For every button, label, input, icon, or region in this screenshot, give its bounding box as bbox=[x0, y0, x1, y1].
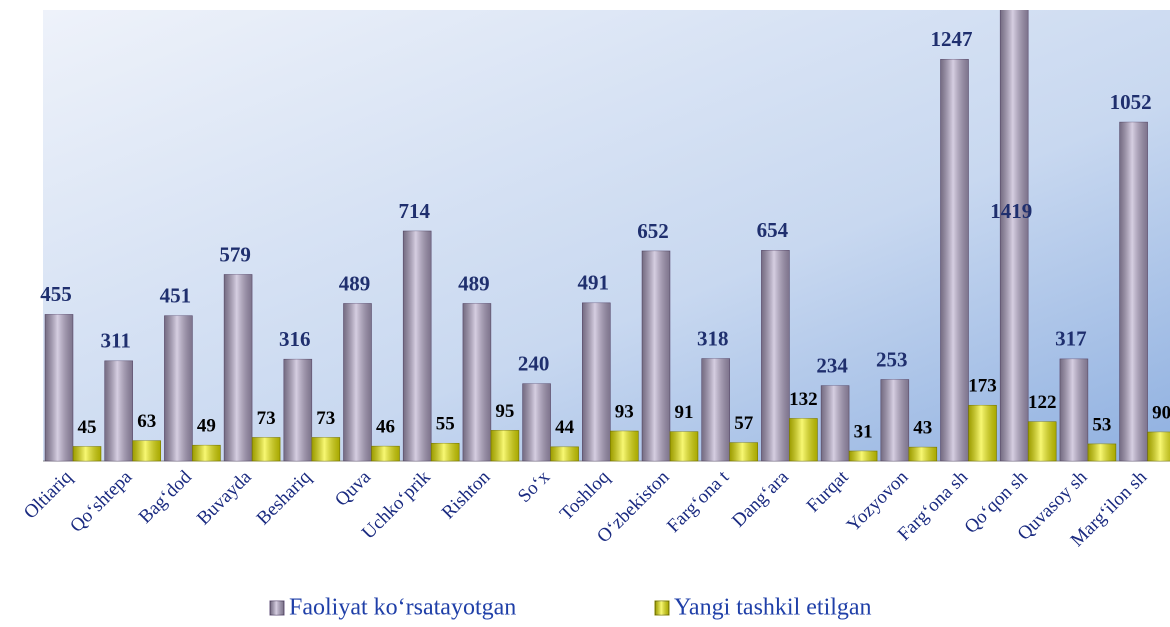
bar-shade bbox=[1059, 358, 1088, 461]
bar-shade bbox=[880, 379, 909, 461]
data-label: 1247 bbox=[931, 27, 973, 51]
bar-shade bbox=[224, 274, 253, 461]
data-label: 1419 bbox=[990, 199, 1032, 223]
bar-shade bbox=[283, 359, 312, 461]
data-label: 91 bbox=[675, 402, 694, 423]
bar-shade bbox=[522, 383, 551, 461]
data-label: 49 bbox=[197, 416, 216, 437]
data-label: 73 bbox=[257, 408, 276, 429]
data-label: 654 bbox=[757, 218, 789, 242]
x-tick-label: Buvayda bbox=[193, 466, 256, 529]
x-tick-label: Toshloq bbox=[556, 466, 614, 524]
data-label: 55 bbox=[436, 414, 455, 435]
data-label: 455 bbox=[40, 282, 72, 306]
bar-shade bbox=[1119, 122, 1148, 461]
bar-shade bbox=[403, 230, 432, 461]
x-tick-label: Rishton bbox=[438, 466, 495, 523]
data-label: 240 bbox=[518, 351, 550, 375]
legend-label: Yangi tashkil etilgan bbox=[674, 595, 872, 621]
x-tick-label: Beshariq bbox=[253, 466, 316, 529]
bar-shade bbox=[73, 446, 101, 461]
bar-shade bbox=[908, 447, 937, 461]
bar-shade bbox=[670, 431, 698, 461]
legend-swatch-shade bbox=[655, 601, 669, 615]
data-label: 234 bbox=[816, 353, 848, 377]
data-label: 53 bbox=[1092, 414, 1111, 435]
bar-shade bbox=[821, 385, 850, 461]
data-label: 44 bbox=[555, 417, 575, 438]
x-tick-label: Dang‘ara bbox=[728, 466, 793, 531]
data-label: 132 bbox=[789, 389, 818, 410]
data-label: 95 bbox=[495, 401, 514, 422]
x-tick-label: Farg‘ona t bbox=[663, 466, 734, 537]
data-label: 253 bbox=[876, 347, 908, 371]
bar-shade bbox=[431, 443, 460, 461]
bar-shade bbox=[311, 437, 340, 461]
data-label: 491 bbox=[578, 271, 610, 295]
bar-shade bbox=[940, 59, 969, 462]
data-label: 714 bbox=[398, 199, 430, 223]
bar-shade bbox=[1028, 421, 1057, 461]
x-tick-label: Oltiariq bbox=[20, 466, 77, 523]
data-label: 73 bbox=[316, 408, 335, 429]
data-label: 318 bbox=[697, 326, 729, 350]
bar-shade bbox=[462, 303, 491, 461]
bar-shade bbox=[610, 431, 639, 461]
data-label: 93 bbox=[615, 401, 634, 422]
data-label: 451 bbox=[160, 284, 192, 308]
data-label: 45 bbox=[78, 417, 97, 438]
data-label: 46 bbox=[376, 417, 395, 438]
bar-shade bbox=[343, 303, 372, 461]
bar-shade bbox=[849, 451, 878, 461]
bar-shade bbox=[1087, 443, 1116, 461]
bar-shade bbox=[761, 250, 790, 461]
data-label: 173 bbox=[968, 376, 997, 397]
bar-shade bbox=[1000, 10, 1029, 462]
x-tick-label: Bag‘dod bbox=[135, 466, 196, 527]
x-tick-label: Quva bbox=[331, 466, 375, 510]
bar-shade bbox=[371, 446, 400, 461]
x-tick-label: Furqat bbox=[803, 466, 853, 516]
bar-shade bbox=[252, 437, 281, 461]
bar-shade bbox=[729, 442, 758, 461]
bar-shade bbox=[550, 446, 579, 461]
bar-shade bbox=[789, 418, 818, 461]
x-tick-label: Qo‘shtepa bbox=[66, 466, 136, 536]
bar-shade bbox=[1147, 432, 1170, 461]
data-label: 579 bbox=[219, 242, 251, 266]
x-tick-label: So‘x bbox=[514, 466, 555, 507]
bar-shade bbox=[45, 314, 73, 461]
bar-shade bbox=[164, 315, 193, 461]
data-label: 489 bbox=[458, 271, 490, 295]
data-label: 57 bbox=[734, 413, 754, 434]
bar-shade bbox=[490, 430, 519, 461]
data-label: 1052 bbox=[1110, 90, 1152, 114]
data-label: 63 bbox=[137, 411, 156, 432]
legend-label: Faoliyat ko‘rsatayotgan bbox=[289, 595, 516, 621]
legend-swatch-shade bbox=[270, 601, 284, 615]
bar-shade bbox=[582, 302, 611, 461]
data-label: 317 bbox=[1055, 327, 1087, 351]
data-label: 489 bbox=[339, 271, 371, 295]
bar-shade bbox=[968, 405, 997, 461]
bar-shade bbox=[192, 445, 221, 461]
bar-shade bbox=[132, 440, 161, 461]
bar-shade bbox=[104, 360, 133, 461]
data-label: 316 bbox=[279, 327, 311, 351]
data-label: 43 bbox=[913, 418, 932, 439]
data-label: 652 bbox=[637, 219, 669, 243]
data-label: 31 bbox=[854, 421, 873, 442]
data-label: 90 bbox=[1152, 402, 1170, 423]
data-label: 122 bbox=[1028, 392, 1057, 413]
bar-shade bbox=[642, 250, 670, 461]
data-label: 311 bbox=[101, 329, 131, 353]
bar-shade bbox=[701, 358, 730, 461]
